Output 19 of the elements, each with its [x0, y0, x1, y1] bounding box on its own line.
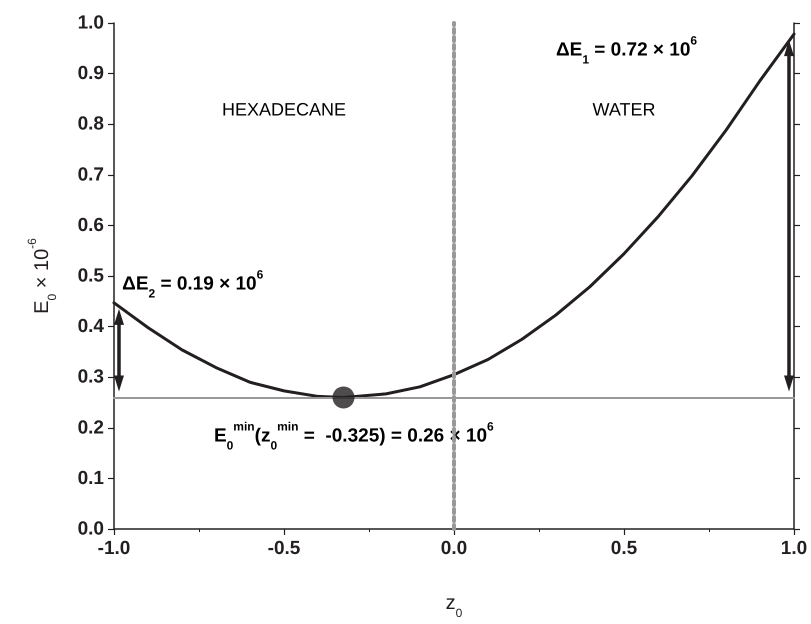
y-tick-label: 0.5 — [78, 266, 104, 286]
y-tick-label: 0.0 — [78, 518, 104, 540]
y-axis-title: E0 × 10-6 — [25, 238, 59, 314]
y-tick-label: 0.2 — [78, 417, 104, 438]
y-tick-label: 0.7 — [78, 164, 104, 186]
x-tick-label: 0.5 — [610, 538, 638, 559]
x-tick-label: -1.0 — [98, 538, 130, 559]
x-tick-label: 0.0 — [440, 538, 468, 559]
annotation: WATER — [592, 99, 656, 120]
annotation: HEXADECANE — [222, 99, 346, 120]
x-tick-label: -0.5 — [268, 538, 301, 559]
y-tick-label: 0.4 — [78, 316, 104, 338]
y-tick-label: 0.3 — [78, 366, 104, 388]
y-tick-label: 1.0 — [78, 12, 104, 34]
y-tick-label: 0.6 — [78, 214, 104, 236]
y-tick-label: 0.8 — [78, 114, 104, 135]
y-tick-label: 0.1 — [78, 468, 104, 489]
y-tick-label: 0.9 — [78, 63, 104, 84]
x-tick-label: 1.0 — [780, 538, 808, 559]
